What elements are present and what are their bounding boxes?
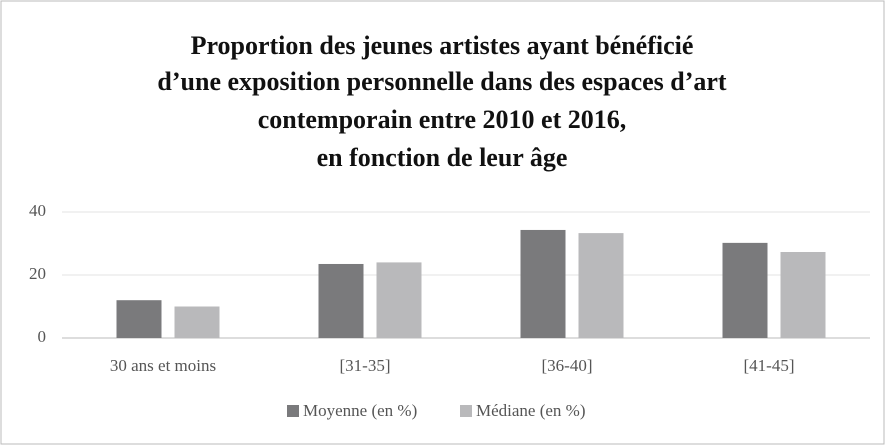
x-tick-label: 30 ans et moins: [110, 356, 216, 375]
x-tick-label: [31-35]: [340, 356, 391, 375]
x-tick-label: [41-45]: [744, 356, 795, 375]
legend-swatch: [460, 405, 472, 417]
chart-title: en fonction de leur âge: [317, 143, 568, 172]
chart-title: Proportion des jeunes artistes ayant bén…: [191, 31, 694, 60]
legend-label: Médiane (en %): [476, 401, 586, 420]
bar: [318, 263, 364, 338]
bar: [722, 242, 768, 338]
bar: [520, 229, 566, 338]
bar: [174, 306, 220, 338]
x-tick-label: [36-40]: [542, 356, 593, 375]
bar: [780, 252, 826, 338]
legend-swatch: [287, 405, 299, 417]
chart-title: contemporain entre 2010 et 2016,: [258, 105, 627, 134]
chart-title: d’une exposition personnelle dans des es…: [157, 67, 726, 96]
y-tick-label: 20: [29, 264, 46, 283]
bar: [116, 300, 162, 338]
bar: [376, 262, 422, 338]
bar: [578, 233, 624, 338]
y-tick-label: 0: [38, 327, 47, 346]
y-tick-label: 40: [29, 201, 46, 220]
legend-label: Moyenne (en %): [303, 401, 417, 420]
